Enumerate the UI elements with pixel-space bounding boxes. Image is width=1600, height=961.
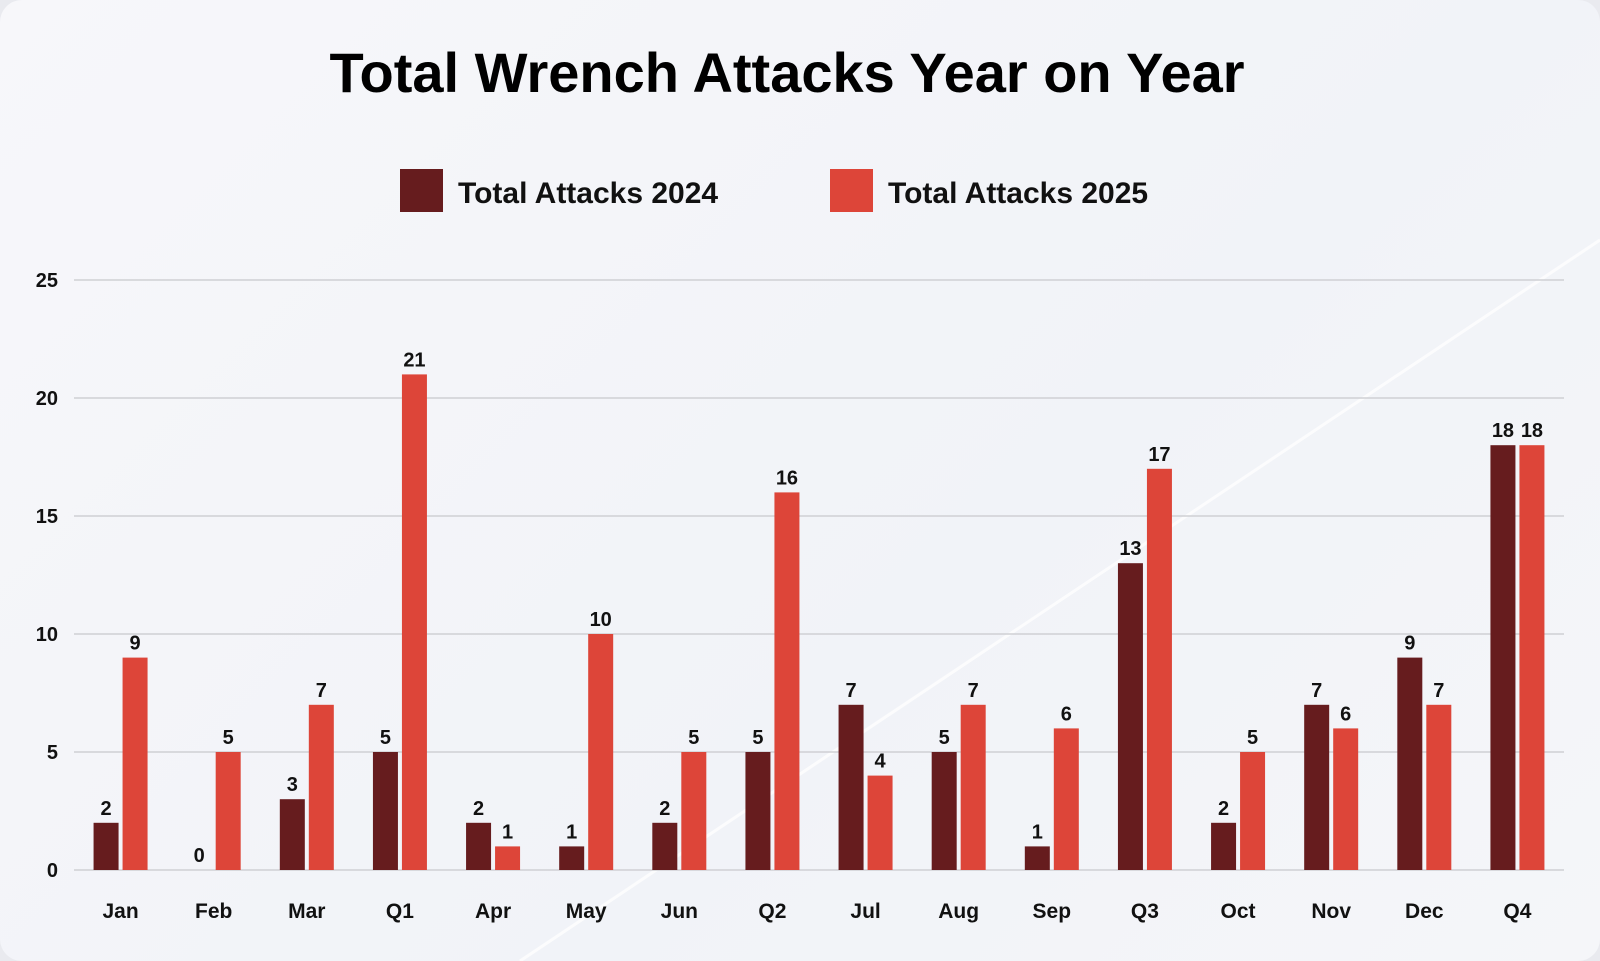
data-label: 5 bbox=[380, 727, 391, 749]
bar-2024 bbox=[559, 846, 585, 870]
data-label: 4 bbox=[875, 751, 887, 773]
bar-2024 bbox=[1304, 704, 1330, 870]
data-label: 13 bbox=[1119, 538, 1141, 560]
bar-2025 bbox=[1519, 445, 1545, 870]
bar-2025 bbox=[495, 846, 521, 870]
y-tick-label: 20 bbox=[36, 388, 58, 410]
bar-2024 bbox=[1211, 822, 1237, 870]
data-label: 5 bbox=[223, 727, 234, 749]
chart-title: Total Wrench Attacks Year on Year bbox=[329, 41, 1244, 104]
data-label: 2 bbox=[473, 798, 484, 820]
bar-2024 bbox=[93, 822, 119, 870]
bars: Jan29Feb05Mar37Q1521Apr21May110Jun25Q251… bbox=[93, 349, 1545, 923]
bar-2024 bbox=[1397, 657, 1423, 870]
data-label: 0 bbox=[194, 845, 205, 867]
legend: Total Attacks 2024 Total Attacks 2025 bbox=[400, 169, 1148, 212]
bar-2024 bbox=[1024, 846, 1050, 870]
data-label: 18 bbox=[1521, 420, 1543, 442]
x-tick-label: Dec bbox=[1405, 900, 1444, 923]
data-label: 9 bbox=[130, 633, 141, 655]
bar-2024 bbox=[931, 752, 957, 870]
bar-2024 bbox=[466, 822, 492, 870]
bar-2025 bbox=[1146, 468, 1172, 870]
data-label: 7 bbox=[1433, 680, 1444, 702]
data-label: 18 bbox=[1492, 420, 1514, 442]
bar-2024 bbox=[1117, 563, 1143, 870]
bar-2025 bbox=[1240, 752, 1266, 870]
data-label: 6 bbox=[1061, 703, 1072, 725]
bar-2025 bbox=[588, 634, 614, 870]
x-tick-label: Aug bbox=[938, 900, 979, 923]
data-label: 16 bbox=[776, 467, 798, 489]
legend-swatch bbox=[400, 169, 443, 212]
legend-swatch bbox=[830, 169, 873, 212]
bar-2024 bbox=[1490, 445, 1516, 870]
data-label: 10 bbox=[590, 609, 612, 631]
x-tick-label: Nov bbox=[1311, 900, 1351, 923]
x-tick-label: Oct bbox=[1221, 900, 1256, 923]
data-label: 7 bbox=[316, 680, 327, 702]
x-tick-label: Apr bbox=[475, 900, 511, 923]
data-label: 5 bbox=[939, 727, 950, 749]
x-tick-label: Mar bbox=[288, 900, 325, 923]
bar-2025 bbox=[774, 492, 800, 870]
y-tick-label: 25 bbox=[36, 270, 58, 292]
bar-2024 bbox=[372, 752, 398, 870]
legend-label: Total Attacks 2025 bbox=[888, 177, 1148, 210]
data-label: 7 bbox=[846, 680, 857, 702]
bar-2025 bbox=[1333, 728, 1359, 870]
y-tick-label: 15 bbox=[36, 506, 58, 528]
x-tick-label: May bbox=[566, 900, 607, 923]
x-tick-label: Jun bbox=[661, 900, 698, 923]
x-tick-label: Jan bbox=[102, 900, 138, 923]
data-label: 2 bbox=[101, 798, 112, 820]
x-tick-label: Sep bbox=[1033, 900, 1072, 923]
bar-2025 bbox=[401, 374, 427, 870]
x-tick-label: Q3 bbox=[1131, 900, 1159, 923]
bar-2025 bbox=[1426, 704, 1452, 870]
y-tick-label: 5 bbox=[47, 742, 58, 764]
bar-2025 bbox=[122, 657, 148, 870]
bar-2025 bbox=[867, 775, 893, 870]
bar-2024 bbox=[838, 704, 864, 870]
data-label: 7 bbox=[1311, 680, 1322, 702]
bar-2024 bbox=[652, 822, 678, 870]
data-label: 1 bbox=[502, 821, 513, 843]
legend-label: Total Attacks 2024 bbox=[458, 177, 718, 210]
data-label: 7 bbox=[968, 680, 979, 702]
data-label: 6 bbox=[1340, 703, 1351, 725]
x-tick-label: Q4 bbox=[1503, 900, 1531, 923]
data-label: 3 bbox=[287, 774, 298, 796]
bar-2025 bbox=[215, 752, 241, 870]
data-label: 2 bbox=[1218, 798, 1229, 820]
bar-2024 bbox=[279, 799, 305, 870]
x-tick-label: Feb bbox=[195, 900, 232, 923]
data-label: 5 bbox=[1247, 727, 1258, 749]
x-tick-label: Jul bbox=[850, 900, 880, 923]
x-tick-label: Q2 bbox=[758, 900, 786, 923]
x-tick-label: Q1 bbox=[386, 900, 414, 923]
data-label: 21 bbox=[403, 349, 425, 371]
data-label: 17 bbox=[1148, 444, 1170, 466]
y-tick-label: 0 bbox=[47, 860, 58, 882]
bar-2024 bbox=[745, 752, 771, 870]
data-label: 2 bbox=[659, 798, 670, 820]
data-label: 9 bbox=[1404, 633, 1415, 655]
data-label: 1 bbox=[1032, 821, 1043, 843]
data-label: 5 bbox=[688, 727, 699, 749]
bar-2025 bbox=[681, 752, 707, 870]
data-label: 1 bbox=[566, 821, 577, 843]
bar-2025 bbox=[1053, 728, 1079, 870]
bar-2025 bbox=[960, 704, 986, 870]
y-tick-label: 10 bbox=[36, 624, 58, 646]
bar-2025 bbox=[308, 704, 334, 870]
data-label: 5 bbox=[752, 727, 763, 749]
